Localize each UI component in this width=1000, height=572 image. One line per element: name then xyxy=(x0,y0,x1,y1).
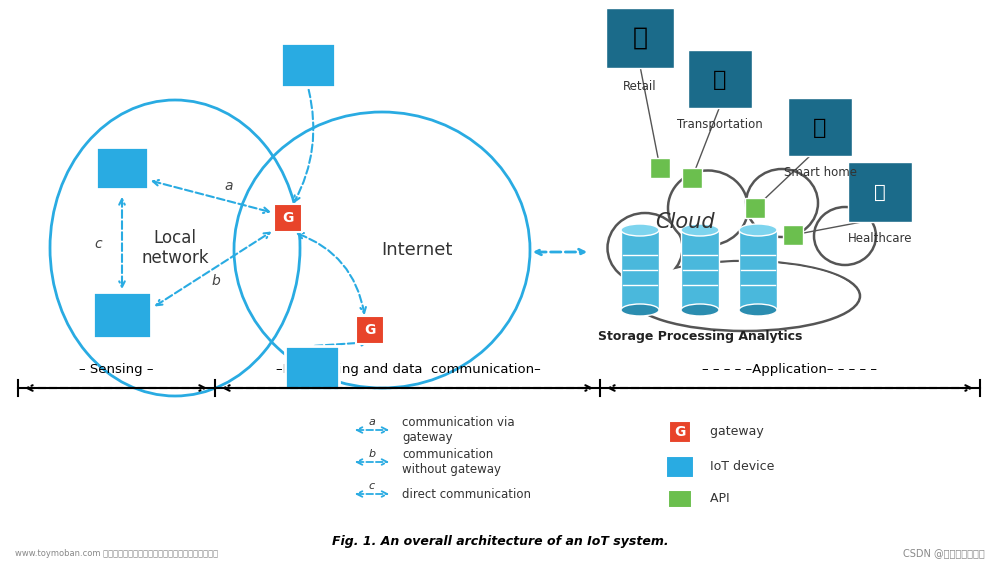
Text: 🚃: 🚃 xyxy=(713,70,727,90)
Ellipse shape xyxy=(671,173,745,243)
Text: Healthcare: Healthcare xyxy=(848,232,912,245)
FancyBboxPatch shape xyxy=(285,346,339,390)
Text: – – – – –Application– – – – –: – – – – –Application– – – – – xyxy=(702,363,878,376)
FancyBboxPatch shape xyxy=(93,292,151,338)
FancyBboxPatch shape xyxy=(682,168,702,188)
Ellipse shape xyxy=(608,213,682,283)
Ellipse shape xyxy=(635,262,855,324)
Ellipse shape xyxy=(746,169,818,237)
Text: G: G xyxy=(364,323,376,337)
FancyBboxPatch shape xyxy=(666,456,694,478)
Text: communication
without gateway: communication without gateway xyxy=(402,447,501,476)
Text: CSDN @多喝开水少熟夜: CSDN @多喝开水少熟夜 xyxy=(903,548,985,558)
Text: a: a xyxy=(369,417,375,427)
Ellipse shape xyxy=(681,304,719,316)
Text: 🛒: 🛒 xyxy=(633,26,648,50)
Ellipse shape xyxy=(630,261,860,331)
FancyBboxPatch shape xyxy=(745,198,765,218)
Text: Transportation: Transportation xyxy=(677,118,763,131)
FancyBboxPatch shape xyxy=(681,230,719,310)
Text: b: b xyxy=(212,274,221,288)
Text: 🏠: 🏠 xyxy=(813,118,827,138)
Ellipse shape xyxy=(621,304,659,316)
Ellipse shape xyxy=(814,207,876,265)
FancyBboxPatch shape xyxy=(788,98,852,156)
Ellipse shape xyxy=(739,224,777,236)
FancyBboxPatch shape xyxy=(848,162,912,222)
Text: G: G xyxy=(282,211,294,225)
Text: communication via
gateway: communication via gateway xyxy=(402,415,515,444)
Text: API: API xyxy=(702,492,730,506)
FancyBboxPatch shape xyxy=(281,43,335,87)
Text: Internet: Internet xyxy=(381,241,453,259)
Text: gateway: gateway xyxy=(702,426,764,439)
Text: c: c xyxy=(369,481,375,491)
Text: c: c xyxy=(94,237,102,251)
Text: ➕: ➕ xyxy=(874,182,886,201)
Ellipse shape xyxy=(621,224,659,236)
FancyBboxPatch shape xyxy=(606,8,674,68)
Ellipse shape xyxy=(749,172,815,235)
Text: IoT device: IoT device xyxy=(702,460,774,474)
Text: –Networking and data  communication–: –Networking and data communication– xyxy=(276,363,540,376)
FancyBboxPatch shape xyxy=(96,147,148,189)
FancyBboxPatch shape xyxy=(274,204,302,232)
Text: Smart home: Smart home xyxy=(784,166,856,179)
Text: Local
network: Local network xyxy=(141,229,209,267)
Ellipse shape xyxy=(816,209,874,263)
Text: Fig. 1. An overall architecture of an IoT system.: Fig. 1. An overall architecture of an Io… xyxy=(332,535,668,548)
Ellipse shape xyxy=(739,304,777,316)
Text: www.toymoban.com 网络图片仅供展示，非存稿，如有侵权请联系删除。: www.toymoban.com 网络图片仅供展示，非存稿，如有侵权请联系删除。 xyxy=(15,549,218,558)
FancyBboxPatch shape xyxy=(668,490,692,508)
FancyBboxPatch shape xyxy=(783,225,803,245)
FancyBboxPatch shape xyxy=(650,158,670,178)
FancyBboxPatch shape xyxy=(688,50,752,108)
Text: a: a xyxy=(224,179,232,193)
Text: direct communication: direct communication xyxy=(402,487,531,500)
Text: b: b xyxy=(368,449,376,459)
Ellipse shape xyxy=(681,224,719,236)
Text: Cloud: Cloud xyxy=(655,212,715,232)
Text: Storage Processing Analytics: Storage Processing Analytics xyxy=(598,330,802,343)
Text: Retail: Retail xyxy=(623,80,657,93)
Ellipse shape xyxy=(668,170,748,245)
Text: G: G xyxy=(674,425,686,439)
FancyBboxPatch shape xyxy=(356,316,384,344)
Ellipse shape xyxy=(610,216,680,280)
FancyBboxPatch shape xyxy=(669,421,691,443)
Text: – Sensing –: – Sensing – xyxy=(79,363,153,376)
FancyBboxPatch shape xyxy=(621,230,659,310)
FancyBboxPatch shape xyxy=(739,230,777,310)
